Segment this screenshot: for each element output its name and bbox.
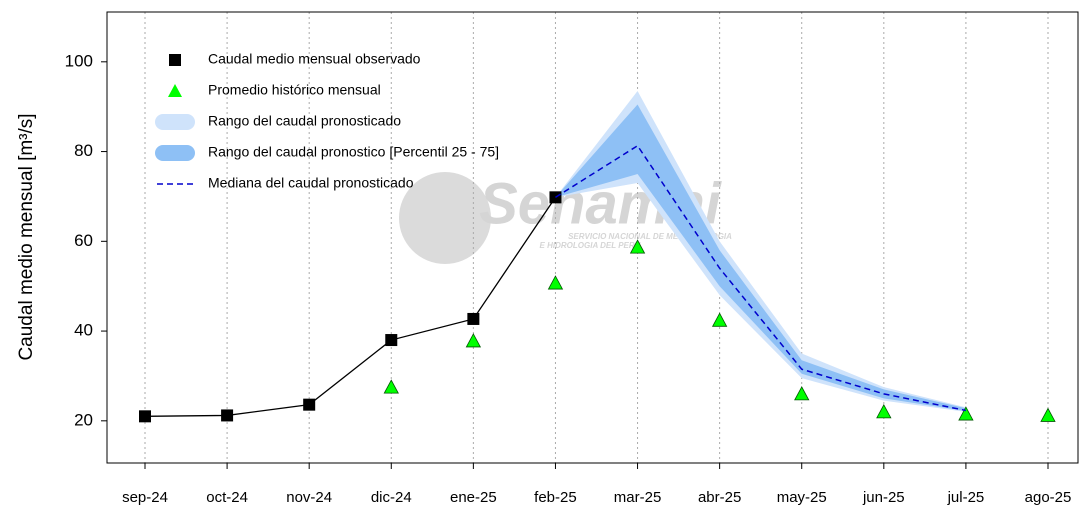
y-axis-label: Caudal medio mensual [m³/s] [16,113,37,360]
legend-label: Caudal medio mensual observado [208,51,421,67]
watermark-logo [399,172,491,264]
point [467,312,480,325]
x-tick-label: jul-25 [947,489,985,506]
series-line [144,196,556,417]
point [221,409,234,422]
x-tick-label: ene-25 [450,489,497,506]
point [876,403,892,419]
point [465,333,482,348]
x-tick-label: abr-25 [698,489,741,506]
x-tick-label: ago-25 [1025,489,1072,506]
x-tick-label: jun-25 [862,489,905,506]
x-tick-label: sep-24 [122,489,168,506]
point [139,410,151,423]
point [1040,407,1056,422]
point [303,398,316,411]
x-tick-label: feb-25 [534,489,577,506]
watermark-text: SERVICIO NACIONAL DE METEOROLOGIA [568,232,732,241]
watermark-text: E HIDROLOGIA DEL PERU [540,241,641,250]
plot-frame [106,11,1079,464]
point [629,239,646,254]
forecast-band [555,104,966,411]
x-tick-label: oct-24 [206,489,248,506]
legend-swatch [155,145,195,161]
point [711,312,728,327]
x-tick-label: mar-25 [614,489,662,506]
legend-label: Promedio histórico mensual [208,82,381,98]
series-line [555,144,967,412]
point [547,275,564,290]
legend-swatch [155,114,195,130]
point [383,379,399,394]
x-tick-label: dic-24 [371,489,412,506]
y-tick-label: 100 [65,51,93,70]
x-tick-label: may-25 [777,489,827,506]
legend-label: Rango del caudal pronosticado [208,113,401,129]
legend-swatch [168,84,182,97]
point [794,386,810,401]
legend-swatch [169,54,181,66]
legend-label: Rango del caudal pronostico [Percentil 2… [208,144,499,160]
point [385,334,398,347]
y-tick-label: 80 [74,141,93,160]
x-tick-label: nov-24 [286,489,332,506]
legend-label: Mediana del caudal pronosticado [208,175,414,191]
y-tick-label: 20 [74,410,93,429]
point [958,406,974,421]
y-tick-label: 60 [74,231,93,250]
y-tick-label: 40 [74,321,93,340]
